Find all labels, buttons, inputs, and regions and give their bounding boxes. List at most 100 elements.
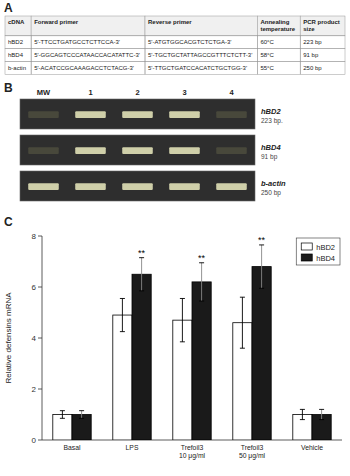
table-cell-border: [31, 49, 145, 62]
text-line: 5'-ATGTGGCACGTCTCTGA-3': [148, 39, 232, 45]
text-line: 58°C: [260, 52, 274, 58]
table-cell: 55°C: [260, 65, 274, 71]
lane-label: 4: [229, 88, 234, 97]
text-line: Vehicle: [301, 444, 323, 451]
error-cap: [79, 418, 84, 419]
error-bar: [259, 245, 264, 288]
text-line: 50 μg/ml: [239, 452, 266, 460]
text-line: 5'-GGCAGTCCCATAACCACATATTC-3': [34, 52, 140, 58]
table-cell-border: [300, 16, 345, 36]
bar: [113, 315, 132, 440]
y-tick: [38, 389, 42, 390]
table-cell: 5'-TTGCTGATCCACATCTGCTGG-3': [148, 65, 247, 71]
error-line: [182, 298, 183, 341]
y-tick: [38, 236, 42, 237]
y-tick-label: 0: [32, 436, 37, 445]
table-cell: hBD4: [8, 52, 24, 58]
legend-frame: [296, 238, 340, 265]
gel: MW1234hBD2223 bp.hBD491 bpb-actin250 bp: [20, 88, 286, 201]
error-cap: [180, 341, 185, 342]
text-line: Trefoil3: [241, 444, 264, 451]
figure: AcDNAForward primerReverse primerAnneali…: [0, 0, 350, 476]
table-cell: 223 bp: [303, 39, 322, 45]
x-tick-label: Basal: [63, 444, 80, 451]
gel-row-sublabel: 223 bp.: [261, 117, 283, 125]
table: cDNAForward primerReverse primerAnnealin…: [5, 16, 345, 75]
error-line: [122, 298, 123, 331]
error-line: [81, 411, 82, 419]
band-bright: [75, 111, 106, 118]
x-tick-label: Vehicle: [301, 444, 323, 451]
table-cell-border: [257, 49, 300, 62]
legend-swatch: [301, 254, 312, 261]
error-cap: [319, 419, 324, 420]
table-header: PCR productsize: [303, 19, 340, 32]
error-line: [62, 411, 63, 419]
text-line: LPS: [126, 444, 139, 451]
table-cell-border: [5, 16, 31, 36]
error-line: [242, 297, 243, 348]
y-tick-label: 2: [32, 385, 37, 394]
lane-label: 3: [182, 88, 186, 97]
error-cap: [79, 410, 84, 411]
table-cell: 91 bp: [303, 52, 319, 58]
table-cell: 5'-TTCCTGATGCCTCTTCCA-3': [34, 39, 120, 45]
table-cell-border: [257, 16, 300, 36]
significance: **: [198, 253, 206, 263]
text-line: b-actin: [8, 65, 26, 71]
table-cell-border: [31, 16, 145, 36]
table-cell-border: [145, 49, 257, 62]
table-header: Annealingtemperature: [260, 19, 295, 32]
x-tick-label: Trefoil310 μg/ml: [179, 444, 206, 460]
band-bright: [75, 147, 106, 154]
error-bar: [120, 298, 125, 331]
gel-row-label: b-actin: [261, 179, 286, 188]
table-cell-border: [300, 36, 345, 49]
panel-label: A: [4, 1, 13, 15]
legend-swatch: [301, 243, 312, 250]
error-bar: [240, 297, 245, 348]
table-cell: 5'-TGCTGCTATTAGCCGTTTCTCTT-3': [148, 52, 252, 58]
text-line: Annealing: [260, 19, 289, 25]
table-cell-border: [257, 62, 300, 75]
band-faint: [216, 111, 247, 118]
table-header: Forward primer: [34, 19, 79, 25]
plot-area: [53, 245, 331, 440]
error-cap: [259, 288, 264, 289]
gel-strip: [20, 135, 255, 165]
table-cell: 60°C: [260, 39, 274, 45]
error-line: [141, 258, 142, 291]
table-cell-border: [31, 36, 145, 49]
error-bar: [300, 409, 305, 419]
text-line: size: [303, 26, 315, 32]
legend-label: hBD4: [316, 254, 335, 263]
y-tick: [38, 287, 42, 288]
significance: **: [138, 248, 146, 258]
text-line: PCR product: [303, 19, 340, 25]
significance: **: [258, 235, 266, 245]
text-line: 223 bp: [303, 39, 322, 45]
y-tick: [38, 440, 42, 441]
panel-label: B: [4, 81, 13, 95]
table-cell: b-actin: [8, 65, 26, 71]
x-tick-label: LPS: [126, 444, 139, 451]
table-cell-border: [145, 16, 257, 36]
band-bright: [169, 147, 200, 154]
text-line: Basal: [63, 444, 80, 451]
text-line: Forward primer: [34, 19, 79, 25]
x-tick-label: Trefoil350 μg/ml: [239, 444, 266, 460]
error-cap: [319, 409, 324, 410]
text-line: 5'-ACATCCGCAAAGACCTCTACG-3': [34, 65, 134, 71]
bar: [132, 274, 151, 440]
error-cap: [139, 290, 144, 291]
band-bright: [169, 111, 200, 118]
gel-row-sublabel: 91 bp: [261, 153, 278, 161]
error-line: [201, 263, 202, 301]
text-line: Reverse primer: [148, 19, 192, 25]
bar: [192, 282, 211, 440]
gel-row-label: hBD4: [261, 143, 281, 152]
band-bright: [122, 183, 153, 190]
error-cap: [300, 419, 305, 420]
table-cell: 58°C: [260, 52, 274, 58]
table-cell-border: [300, 62, 345, 75]
